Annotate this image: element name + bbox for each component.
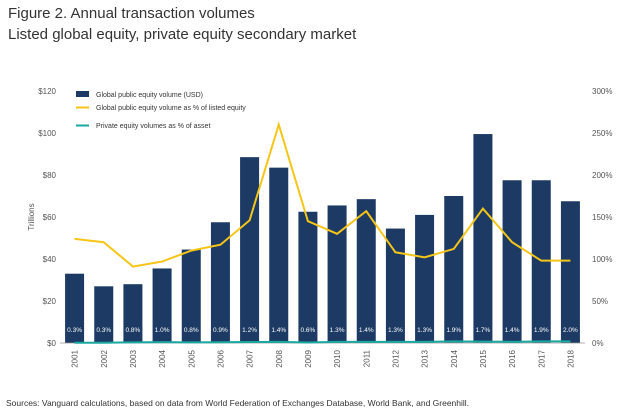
bar-2001 (65, 273, 85, 343)
line-listed-equity-pct (74, 121, 571, 268)
left-tick-label: $100 (38, 129, 56, 138)
left-tick-label: $120 (38, 87, 56, 96)
bar-2007 (240, 157, 260, 343)
legend: Global public equity volume (USD) Global… (76, 91, 246, 130)
x-tick-label: 2005 (187, 349, 196, 367)
bar-value-label: 0.9% (213, 327, 228, 334)
x-tick-label: 2007 (246, 349, 255, 367)
bar-2005 (181, 249, 201, 343)
legend-swatch-bar (76, 91, 89, 97)
legend-label-bar: Global public equity volume (USD) (96, 92, 203, 99)
right-tick-label: 50% (592, 297, 608, 306)
x-tick-label: 2002 (100, 349, 109, 367)
bars (65, 134, 580, 343)
x-tick-label: 2009 (304, 349, 313, 367)
bar-value-label: 1.2% (242, 327, 257, 334)
right-axis-ticks: 0% 50% 100% 150% 200% 250% 300% (592, 87, 612, 348)
legend-label-private-line: Private equity volumes as % of asset (96, 123, 210, 130)
bar-value-label: 1.3% (388, 327, 403, 334)
bar-value-label: 1.0% (155, 327, 170, 334)
bar-2004 (152, 268, 172, 343)
bar-value-label: 1.4% (271, 327, 286, 334)
right-tick-label: 150% (592, 213, 612, 222)
right-tick-label: 0% (592, 339, 604, 348)
x-tick-label: 2013 (421, 349, 430, 367)
right-tick-label: 300% (592, 87, 612, 96)
left-tick-label: $0 (47, 339, 56, 348)
x-tick-label: 2015 (479, 349, 488, 367)
x-tick-label: 2010 (333, 349, 342, 367)
x-tick-label: 2003 (129, 349, 138, 367)
bar-value-label: 0.8% (184, 327, 199, 334)
bar-value-label: 0.3% (67, 327, 82, 334)
chart-area: $0 $20 $40 $60 $80 $100 $120 0% 50% 100% 150% 200%… (27, 87, 612, 368)
left-tick-label: $20 (43, 297, 57, 306)
bar-2018 (560, 201, 580, 343)
x-tick-label: 2006 (216, 349, 225, 367)
x-tick-label: 2001 (71, 349, 80, 367)
x-tick-label: 2004 (158, 349, 167, 367)
x-tick-label: 2014 (450, 349, 459, 367)
x-tick-label: 2018 (566, 349, 575, 367)
bar-2003 (123, 284, 143, 343)
source-note: Sources: Vanguard calculations, based on… (6, 398, 470, 408)
x-axis-ticks: 2001 2002 2003 2004 2005 2006 2007 2008 2009 2010… (71, 349, 576, 367)
bar-2015 (473, 134, 493, 343)
bar-value-label: 1.9% (446, 327, 461, 334)
bar-2011 (356, 199, 376, 343)
bar-value-label: 1.4% (505, 327, 520, 334)
bar-value-label: 1.3% (330, 327, 345, 334)
bar-2009 (298, 211, 318, 343)
left-axis-ticks: $0 $20 $40 $60 $80 $100 $120 (38, 87, 56, 348)
bar-2006 (210, 222, 230, 343)
left-tick-label: $60 (43, 213, 57, 222)
y-axis-label: Trillions (27, 203, 36, 230)
line-private-equity-pct (74, 340, 571, 344)
x-tick-label: 2012 (391, 349, 400, 367)
left-tick-label: $80 (43, 171, 57, 180)
x-tick-label: 2008 (275, 349, 284, 367)
right-tick-label: 100% (592, 255, 612, 264)
bar-2010 (327, 205, 347, 343)
right-tick-label: 250% (592, 129, 612, 138)
left-tick-label: $40 (43, 255, 57, 264)
bar-value-label: 1.3% (417, 327, 432, 334)
bar-2013 (415, 214, 435, 343)
bar-value-label: 1.9% (534, 327, 549, 334)
x-tick-label: 2011 (362, 349, 371, 367)
series-lines (74, 121, 571, 344)
bar-value-label: 2.0% (563, 327, 578, 334)
chart-subtitle: Listed global equity, private equity sec… (8, 26, 357, 43)
x-tick-label: 2016 (508, 349, 517, 367)
right-tick-label: 200% (592, 171, 612, 180)
legend-label-listed-line: Global public equity volume as % of list… (96, 105, 246, 112)
bar-2012 (385, 228, 405, 343)
bar-value-label: 1.4% (359, 327, 374, 334)
bar-labels: 0.3% 0.3% 0.8% 1.0% 0.8% 0.9% 1.2% 1.4% 0.6% 1.3%… (67, 327, 578, 334)
x-tick-label: 2017 (537, 349, 546, 367)
bar-value-label: 0.3% (96, 327, 111, 334)
bar-2008 (269, 167, 289, 343)
bar-2014 (444, 196, 464, 343)
bar-value-label: 0.6% (301, 327, 316, 334)
bar-2002 (94, 286, 114, 343)
chart-title: Figure 2. Annual transaction volumes (8, 5, 255, 22)
bar-value-label: 1.7% (476, 327, 491, 334)
bar-2016 (502, 180, 522, 343)
bar-value-label: 0.8% (126, 327, 141, 334)
